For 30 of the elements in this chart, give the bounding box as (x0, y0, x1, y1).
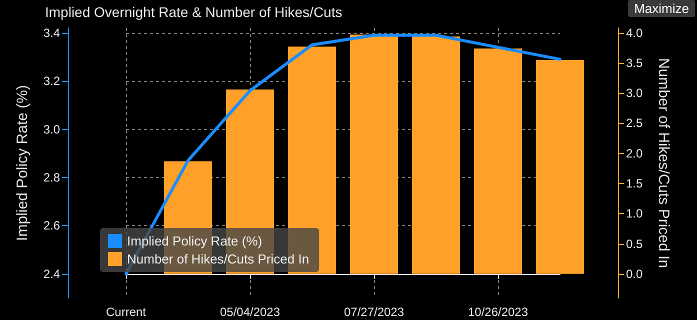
y-tick-label: 3.2 (43, 74, 60, 88)
y-tick-label: 2.4 (43, 266, 60, 281)
legend-label: Implied Policy Rate (%) (127, 234, 262, 248)
y2-tick-label: 1.5 (626, 176, 644, 190)
y2-axis-title: Number of Hikes/Cuts Priced In (655, 58, 672, 268)
y2-tick-label: 2.5 (626, 116, 644, 130)
chart-title: Implied Overnight Rate & Number of Hikes/Cuts (45, 4, 342, 20)
y2-tick-label: 2.0 (626, 146, 644, 160)
y2-tick-label: 3.5 (626, 56, 644, 70)
y2-tick-label: 1.0 (626, 206, 644, 221)
legend-label: Number of Hikes/Cuts Priced In (127, 252, 310, 266)
x-tick-label: 07/27/2023 (344, 305, 404, 319)
bar (412, 36, 460, 274)
x-tick-label: Current (106, 305, 147, 319)
bar (536, 60, 584, 274)
y2-tick-label: 0.5 (626, 236, 644, 251)
y-tick-label: 3.4 (43, 26, 60, 40)
y2-tick-label: 3.0 (626, 86, 644, 100)
y-tick-label: 2.6 (43, 218, 60, 233)
line-series (124, 34, 562, 276)
bar (474, 48, 522, 274)
x-tick-label: 05/04/2023 (220, 305, 280, 319)
y-tick-label: 3.0 (43, 122, 60, 136)
y-tick-label: 2.8 (43, 170, 60, 184)
y2-tick-label: 0.0 (626, 266, 644, 281)
maximize-button[interactable]: Maximize (628, 0, 695, 17)
x-tick-label: 10/26/2023 (468, 305, 528, 319)
y-axis-title: Implied Policy Rate (%) (14, 85, 31, 241)
bar (350, 34, 398, 274)
y2-tick-label: 4.0 (626, 26, 644, 40)
